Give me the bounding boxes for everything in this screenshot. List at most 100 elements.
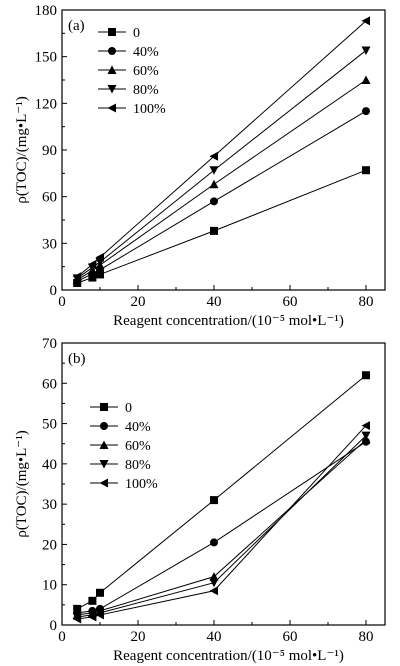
legend-marker <box>100 422 108 430</box>
panel-label: (a) <box>68 18 85 34</box>
legend-entry: 40% <box>133 45 159 60</box>
y-tick-label: 30 <box>42 236 57 252</box>
y-axis-label: ρ(TOC)/(mg•L⁻¹) <box>14 96 30 203</box>
data-point <box>87 612 97 622</box>
data-point <box>361 46 371 55</box>
x-axis-label: Reagent concentration/(10⁻⁵ mol•L⁻¹) <box>113 313 344 329</box>
data-point <box>73 604 82 613</box>
series-60pct <box>72 75 371 284</box>
data-point <box>361 421 370 431</box>
y-tick-label: 180 <box>35 3 58 19</box>
y-tick-label: 150 <box>35 50 58 66</box>
data-point <box>209 179 219 189</box>
x-tick-label: 80 <box>359 629 374 645</box>
y-tick-label: 20 <box>42 537 57 553</box>
x-tick-label: 60 <box>283 629 298 645</box>
x-tick-label: 60 <box>283 294 298 310</box>
series-100pct <box>72 421 370 624</box>
legend: 0 40% 60% 80% 100% <box>90 401 158 492</box>
data-point <box>209 166 219 175</box>
series-80pct <box>72 46 371 283</box>
y-tick-label: 60 <box>42 376 57 392</box>
data-point <box>210 538 218 547</box>
x-tick-label: 40 <box>207 294 222 310</box>
data-point <box>362 166 370 175</box>
y-tick-label: 30 <box>42 497 57 513</box>
x-axis-label: Reagent concentration/(10⁻⁵ mol•L⁻¹) <box>113 648 344 664</box>
y-tick-label: 50 <box>42 417 57 433</box>
series-0 <box>73 371 370 613</box>
panel-label: (b) <box>68 351 86 367</box>
legend-entry: 0 <box>133 26 140 41</box>
series-line <box>77 425 367 620</box>
series-0 <box>73 166 370 287</box>
data-point <box>96 588 104 597</box>
series-100pct <box>72 16 370 282</box>
series-line <box>77 439 367 616</box>
series-line <box>77 169 367 284</box>
chart-panel-b: 0 20 40 60 80 0 10 20 30 40 50 60 70 Reagent concentr… <box>14 336 386 664</box>
data-point <box>362 107 370 116</box>
series-line <box>76 110 367 282</box>
legend: 0 40% 60% 80% 100% <box>98 26 166 117</box>
x-tick-label: 80 <box>359 294 374 310</box>
plot-frame <box>61 342 386 626</box>
series-line <box>76 374 367 610</box>
series-line <box>76 79 367 281</box>
series-40pct <box>73 107 370 286</box>
x-tick-label: 20 <box>131 629 146 645</box>
legend-marker <box>100 403 108 411</box>
legend-entry: 100% <box>133 102 166 117</box>
series-80pct <box>72 431 371 622</box>
legend-entry: 40% <box>125 420 151 435</box>
legend-entry: 100% <box>125 477 158 492</box>
legend-marker <box>99 478 108 488</box>
data-point <box>96 270 104 279</box>
y-tick-label: 0 <box>50 618 58 634</box>
y-axis-label: ρ(TOC)/(mg•L⁻¹) <box>14 430 30 537</box>
data-point <box>95 610 104 620</box>
chart-panel-a: 0 20 40 60 80 0 30 60 90 120 150 180 Reagent concent… <box>14 3 386 329</box>
data-point <box>72 272 82 282</box>
x-tick-label: 0 <box>58 629 66 645</box>
data-point <box>210 496 218 505</box>
x-tick-label: 0 <box>58 294 66 310</box>
series-line <box>76 20 367 278</box>
legend-marker <box>108 28 116 36</box>
legend-marker <box>107 85 117 94</box>
series-40pct <box>73 437 370 617</box>
series-60pct <box>72 435 371 619</box>
data-point <box>72 614 82 624</box>
data-point <box>209 578 219 588</box>
legend-marker <box>108 47 116 55</box>
data-point <box>361 75 371 84</box>
legend-entry: 80% <box>133 83 159 98</box>
y-tick-label: 40 <box>42 457 57 473</box>
data-point <box>362 371 370 380</box>
series-line <box>77 435 367 618</box>
y-tick-label: 120 <box>35 96 58 112</box>
legend-marker <box>107 65 117 74</box>
x-tick-label: 20 <box>131 294 146 310</box>
data-point <box>87 259 97 269</box>
data-point <box>88 596 97 605</box>
series-line <box>77 441 367 614</box>
data-point <box>209 572 219 581</box>
data-point <box>210 226 218 235</box>
data-point <box>361 16 370 26</box>
y-tick-label: 60 <box>42 190 57 206</box>
y-tick-label: 90 <box>42 143 57 159</box>
legend-entry: 60% <box>133 64 159 79</box>
legend-entry: 80% <box>125 458 151 473</box>
y-tick-label: 10 <box>42 578 57 594</box>
data-point <box>209 586 218 596</box>
legend-marker <box>99 440 109 449</box>
legend-entry: 0 <box>125 401 132 416</box>
y-tick-label: 0 <box>50 283 58 299</box>
data-point <box>361 431 371 441</box>
legend-entry: 60% <box>125 439 151 454</box>
x-tick-label: 40 <box>207 629 222 645</box>
data-point <box>95 252 104 262</box>
series-line <box>76 50 367 279</box>
